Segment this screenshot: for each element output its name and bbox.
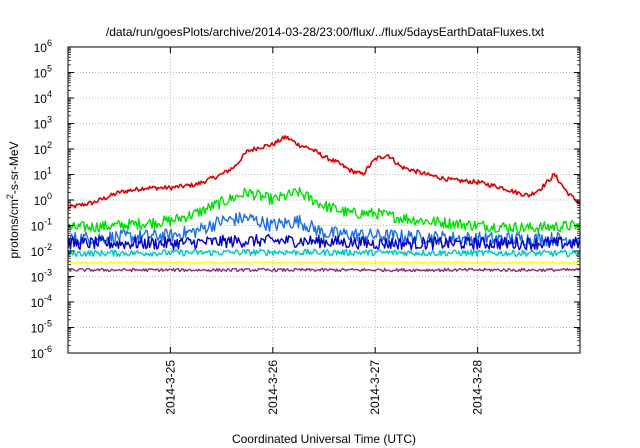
series-line [67,261,580,265]
y-tick-label: 100 [34,191,52,208]
y-tick-label: 10-2 [31,242,52,259]
chart-title: /data/run/goesPlots/archive/2014-03-28/2… [106,25,545,39]
y-tick-label: 101 [34,166,52,183]
x-axis: 2014-3-25 2014-3-26 2014-3-27 2014-3-28 [163,47,485,415]
y-tick-label: 10-1 [31,217,52,234]
y-axis-label: protons/cm2-s-sr-MeV [5,141,21,258]
x-axis-label: Coordinated Universal Time (UTC) [232,432,416,446]
x-tick-label: 2014-3-28 [471,360,485,415]
series-line [67,267,580,273]
y-axis: 10-6 10-5 10-4 10-3 10-2 10-1 100 101 102 103 104 1… [31,38,580,361]
x-tick-label: 2014-3-26 [266,360,280,415]
series-line [67,186,580,234]
y-tick-label: 10-6 [31,344,52,361]
y-tick-label: 10-5 [31,319,52,336]
y-tick-label: 106 [34,38,52,55]
y-tick-label: 10-4 [31,293,52,310]
series-line [67,248,580,258]
x-tick-label: 2014-3-27 [368,360,382,415]
y-tick-label: 103 [34,115,52,132]
y-tick-label: 10-3 [31,268,52,285]
x-tick-label: 2014-3-25 [163,360,177,415]
series-layer [67,135,580,273]
y-tick-label: 104 [34,89,52,106]
series-line [67,233,580,251]
grid [68,47,580,353]
y-tick-label: 102 [34,140,52,157]
series-line [67,135,580,210]
y-tick-label: 105 [34,64,52,81]
